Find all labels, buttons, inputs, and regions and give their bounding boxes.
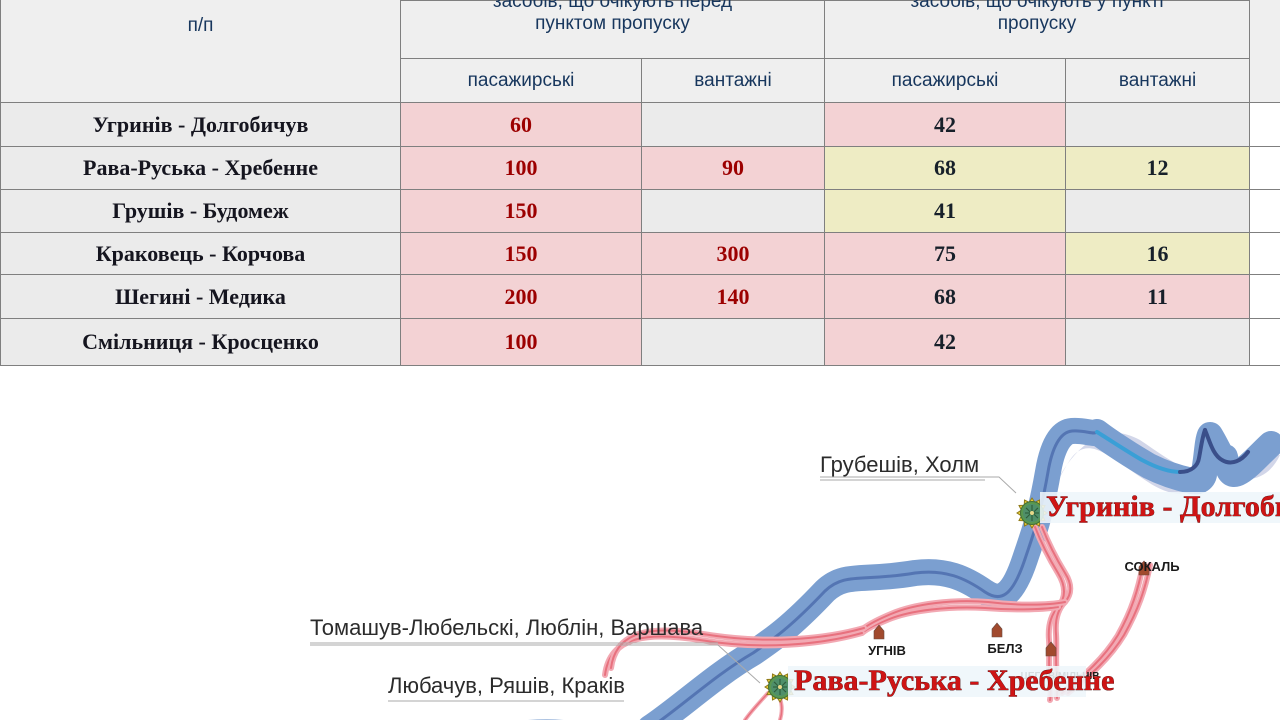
svg-text:СОКАЛЬ: СОКАЛЬ [1124,559,1179,574]
svg-text:Рава-Руська - Хребенне: Рава-Руська - Хребенне [794,664,1114,697]
svg-text:БЕЛЗ: БЕЛЗ [987,641,1022,656]
svg-text:Томашув-Любельскі, Люблін, Вар: Томашув-Любельскі, Люблін, Варшава [310,615,704,640]
svg-text:Грубешів, Холм: Грубешів, Холм [820,452,979,477]
svg-text:Любачув, Ряшів, Краків: Любачув, Ряшів, Краків [388,673,625,698]
svg-text:УГНІВ: УГНІВ [868,643,906,658]
svg-text:Угринів - Долгобичув: Угринів - Долгобичув [1046,490,1280,523]
